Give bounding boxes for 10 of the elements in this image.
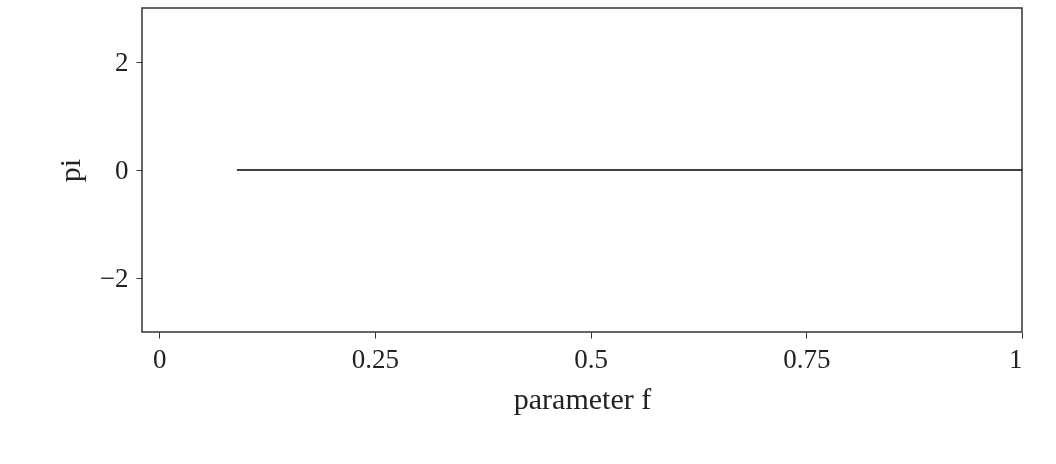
x-tick-label: 0.25: [351, 343, 400, 374]
x-tick-label: 0.5: [574, 343, 608, 374]
x-axis-title: parameter f: [513, 381, 652, 415]
y-tick-label: 2: [115, 46, 129, 77]
x-tick-label: 0.75: [783, 343, 831, 374]
y-tick-label: −2: [99, 262, 129, 293]
x-tick-label: 0: [153, 343, 167, 374]
x-tick-label: 1: [1009, 343, 1023, 374]
y-tick-label: 0: [115, 154, 129, 185]
y-axis-title: pi: [52, 158, 86, 183]
